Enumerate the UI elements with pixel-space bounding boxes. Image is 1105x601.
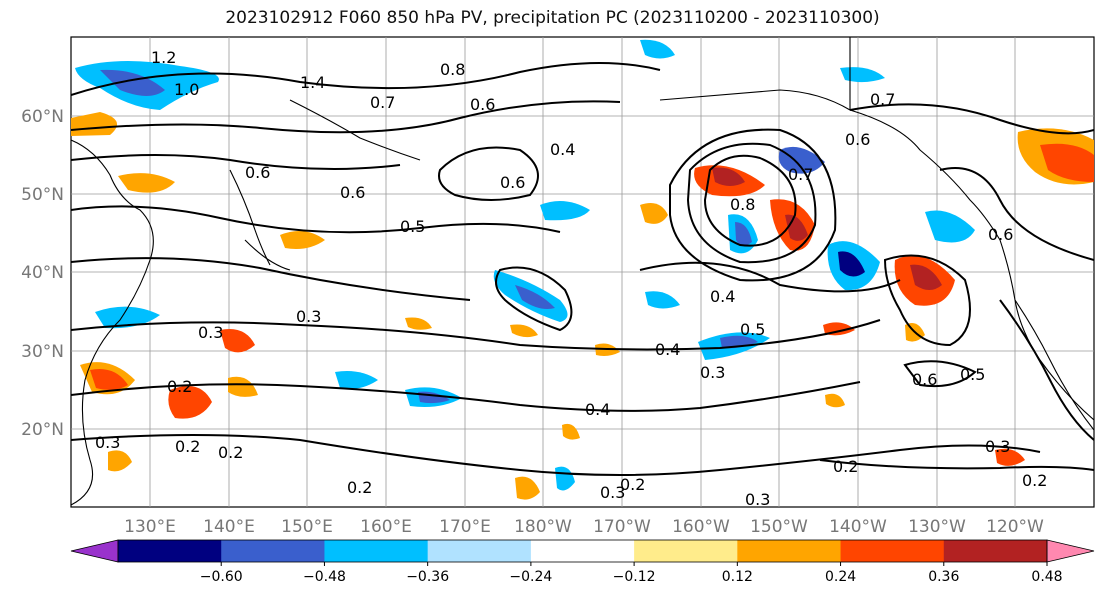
svg-text:0.2: 0.2: [833, 457, 858, 476]
colorbar-tick-label: −0.60: [200, 569, 243, 585]
coastlines: [71, 37, 1094, 506]
svg-text:0.2: 0.2: [175, 437, 200, 456]
pv-contours: [71, 62, 1094, 476]
colorbar-tick-label: 0.48: [1031, 569, 1062, 585]
svg-text:0.2: 0.2: [1022, 471, 1047, 490]
svg-text:0.3: 0.3: [700, 363, 725, 382]
colorbar-segment: [427, 540, 532, 562]
contour-labels: 1.2 1.4 1.0 0.8 0.8 0.7 0.7 0.7 0.6 0.6 …: [95, 48, 1047, 509]
svg-text:60°N: 60°N: [21, 107, 64, 127]
svg-text:140°E: 140°E: [203, 517, 255, 537]
svg-text:0.3: 0.3: [296, 307, 321, 326]
graticule: [71, 37, 1094, 507]
colorbar-tick-label: −0.36: [406, 569, 449, 585]
colorbar-segment: [221, 540, 325, 562]
svg-text:170°W: 170°W: [593, 517, 651, 537]
svg-text:30°N: 30°N: [21, 342, 64, 362]
svg-text:20°N: 20°N: [21, 420, 64, 440]
svg-text:0.6: 0.6: [845, 130, 870, 149]
latitude-labels: 60°N 50°N 40°N 30°N 20°N: [21, 107, 64, 440]
colorbar-tick-label: −0.24: [509, 569, 552, 585]
svg-text:0.6: 0.6: [340, 183, 365, 202]
colorbar-segment: [943, 540, 1048, 562]
colorbar-segment: [737, 540, 842, 562]
colorbar-segment: [840, 540, 945, 562]
svg-text:160°E: 160°E: [360, 517, 412, 537]
svg-text:0.3: 0.3: [745, 490, 770, 509]
svg-text:0.6: 0.6: [245, 163, 270, 182]
svg-text:0.8: 0.8: [730, 195, 755, 214]
colorbar-segment: [634, 540, 738, 562]
svg-text:0.3: 0.3: [600, 483, 625, 502]
svg-text:40°N: 40°N: [21, 263, 64, 283]
svg-text:50°N: 50°N: [21, 185, 64, 205]
colorbar-extend-high: [1046, 539, 1095, 563]
svg-text:120°W: 120°W: [986, 517, 1044, 537]
svg-text:180°W: 180°W: [514, 517, 572, 537]
svg-text:0.5: 0.5: [400, 217, 425, 236]
svg-text:0.6: 0.6: [988, 225, 1013, 244]
svg-text:160°W: 160°W: [672, 517, 730, 537]
map-panel: 1.2 1.4 1.0 0.8 0.8 0.7 0.7 0.7 0.6 0.6 …: [70, 36, 1095, 509]
svg-text:0.4: 0.4: [655, 340, 680, 359]
svg-text:130°E: 130°E: [124, 517, 176, 537]
colorbar-tick-label: −0.12: [613, 569, 656, 585]
colorbar-frame: [117, 539, 1048, 563]
colorbar-segment: [530, 540, 635, 562]
colorbar-segment: [324, 540, 429, 562]
svg-text:0.2: 0.2: [167, 377, 192, 396]
svg-text:0.2: 0.2: [620, 475, 645, 494]
svg-text:130°W: 130°W: [908, 517, 966, 537]
svg-text:1.4: 1.4: [300, 73, 325, 92]
svg-text:0.5: 0.5: [960, 365, 985, 384]
svg-text:0.3: 0.3: [198, 323, 223, 342]
svg-text:0.8: 0.8: [440, 60, 465, 79]
svg-text:0.3: 0.3: [95, 433, 120, 452]
svg-text:0.6: 0.6: [500, 173, 525, 192]
colorbar-tick-label: 0.36: [928, 569, 959, 585]
colorbar-segment: [118, 540, 222, 562]
map-title: 2023102912 F060 850 hPa PV, precipitatio…: [225, 8, 880, 28]
svg-text:0.2: 0.2: [218, 443, 243, 462]
svg-text:170°E: 170°E: [439, 517, 491, 537]
colorbar-tick-label: −0.48: [303, 569, 346, 585]
svg-text:0.2: 0.2: [347, 478, 372, 497]
svg-text:0.3: 0.3: [985, 437, 1010, 456]
svg-text:0.6: 0.6: [912, 370, 937, 389]
svg-text:150°W: 150°W: [750, 517, 808, 537]
colorbar: −0.60 −0.48 −0.36 −0.24 −0.12 0.12 0.24 0.36 0.4…: [70, 539, 1095, 585]
svg-text:0.6: 0.6: [470, 95, 495, 114]
svg-text:140°W: 140°W: [829, 517, 887, 537]
svg-text:0.7: 0.7: [370, 93, 395, 112]
svg-text:150°E: 150°E: [281, 517, 333, 537]
longitude-labels: 130°E 140°E 150°E 160°E 170°E 180°W 170°…: [124, 517, 1044, 537]
colorbar-tick-label: 0.24: [825, 569, 856, 585]
svg-text:0.4: 0.4: [710, 287, 735, 306]
svg-text:0.4: 0.4: [585, 400, 610, 419]
svg-text:0.5: 0.5: [740, 320, 765, 339]
svg-text:0.4: 0.4: [550, 140, 575, 159]
svg-text:1.2: 1.2: [151, 48, 176, 67]
svg-text:1.0: 1.0: [174, 80, 199, 99]
svg-text:0.7: 0.7: [788, 165, 813, 184]
svg-text:0.7: 0.7: [870, 90, 895, 109]
colorbar-extend-low: [70, 539, 119, 563]
colorbar-tick-label: 0.12: [722, 569, 753, 585]
